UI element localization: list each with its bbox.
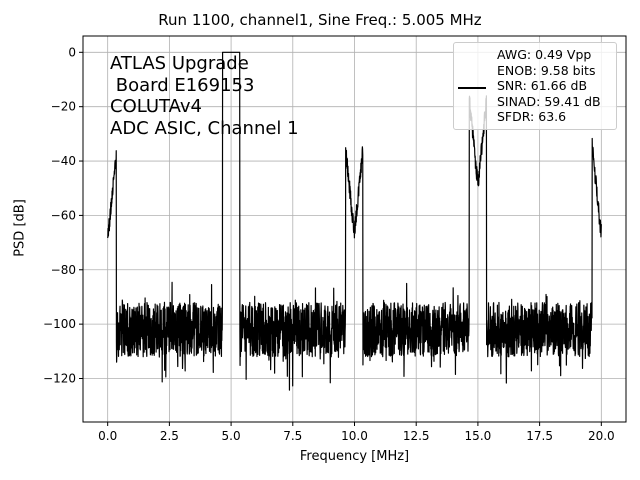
y-tick-label: −20 [51,100,76,114]
legend-line-swatch [458,87,486,89]
x-tick-label: 2.5 [160,429,179,443]
x-tick-label: 0.0 [98,429,117,443]
x-axis-label: Frequency [MHz] [299,449,410,464]
y-axis-label: PSD [dB] [12,199,28,257]
x-tick-label: 12.5 [403,429,430,443]
y-tick-label: −120 [43,372,76,386]
y-tick-label: −60 [51,208,76,222]
x-axis-ticks: 0.0 2.5 5.0 7.5 10.0 12.5 15.0 17.5 20.0 [98,422,615,443]
psd-trace [107,51,602,391]
x-tick-label: 5.0 [222,429,241,443]
legend: AWG: 0.49 Vpp ENOB: 9.58 bits SNR: 61.66… [453,42,617,130]
y-tick-label: −80 [51,263,76,277]
x-tick-label: 10.0 [341,429,368,443]
y-tick-label: 0 [68,45,76,59]
chart-title: Run 1100, channel1, Sine Freq.: 5.005 MH… [158,11,482,29]
y-tick-label: −100 [43,317,76,331]
legend-entry: AWG: 0.49 Vpp ENOB: 9.58 bits SNR: 61.66… [497,47,601,125]
psd-series-line [107,51,602,391]
y-axis-ticks: 0 −20 −40 −60 −80 −100 −120 [43,45,83,386]
x-tick-label: 7.5 [283,429,302,443]
y-tick-label: −40 [51,154,76,168]
board-annotation: ATLAS Upgrade Board E169153 COLUTAv4 ADC… [110,53,299,139]
x-tick-label: 20.0 [588,429,615,443]
x-tick-label: 17.5 [526,429,553,443]
x-tick-label: 15.0 [465,429,492,443]
